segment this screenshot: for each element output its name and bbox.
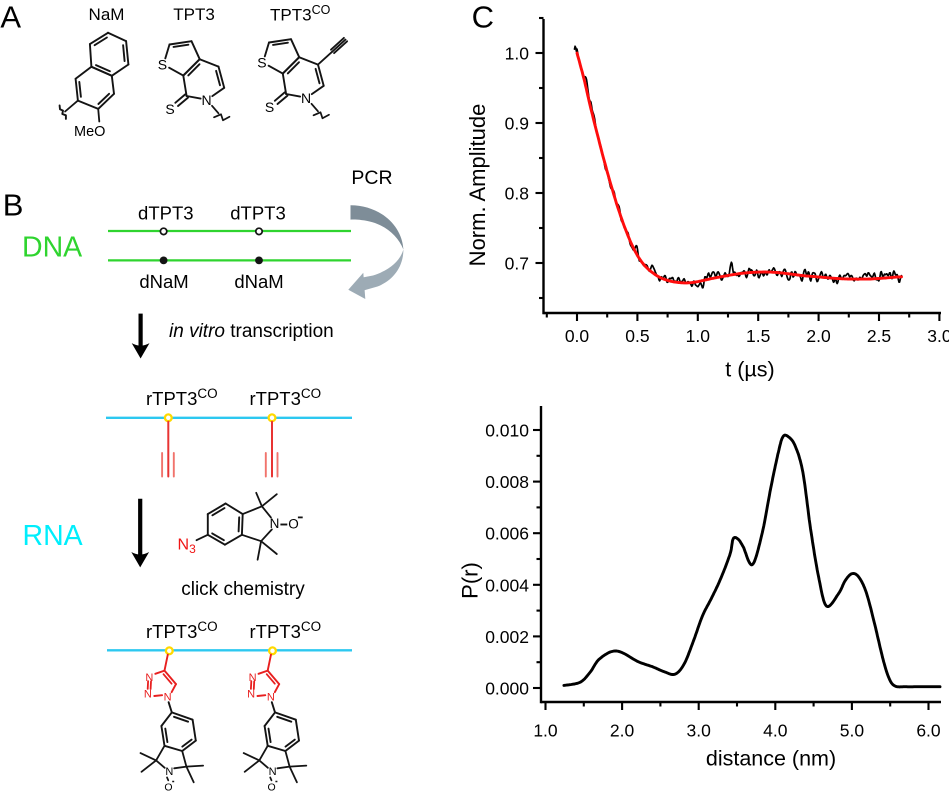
svg-text:N: N (270, 516, 280, 531)
svg-text:0.000: 0.000 (485, 679, 529, 699)
svg-text:S: S (257, 55, 266, 71)
svg-text:O: O (268, 781, 276, 793)
svg-text:N: N (267, 692, 275, 704)
svg-text:6.0: 6.0 (916, 721, 941, 741)
svg-text:0.002: 0.002 (485, 627, 529, 647)
svg-text:0.5: 0.5 (625, 326, 649, 346)
svg-text:S: S (158, 57, 167, 73)
svg-text:1.5: 1.5 (746, 326, 770, 346)
svg-text:4.0: 4.0 (763, 721, 788, 741)
svg-text:dNaM: dNaM (139, 271, 188, 292)
svg-text:dTPT3: dTPT3 (138, 203, 194, 224)
svg-text:dNaM: dNaM (234, 271, 283, 292)
svg-text:Norm. Amplitude: Norm. Amplitude (465, 104, 490, 267)
svg-text:TPT3: TPT3 (173, 5, 215, 24)
svg-text:0.0: 0.0 (565, 326, 590, 346)
svg-text:A: A (0, 0, 21, 35)
svg-text:t (µs): t (µs) (725, 358, 774, 382)
svg-text:B: B (3, 188, 24, 223)
svg-text:5.0: 5.0 (840, 721, 865, 741)
svg-text:N: N (247, 689, 255, 701)
svg-text:2.0: 2.0 (610, 721, 635, 741)
svg-text:2.0: 2.0 (806, 326, 831, 346)
svg-text:N: N (145, 672, 153, 684)
svg-text:S: S (165, 101, 174, 117)
svg-text:0.7: 0.7 (505, 254, 529, 274)
svg-text:MeO: MeO (74, 124, 105, 140)
svg-text:3.0: 3.0 (927, 326, 949, 346)
svg-text:S: S (265, 99, 274, 115)
svg-text:0.010: 0.010 (485, 421, 529, 441)
svg-text:click chemistry: click chemistry (181, 579, 305, 600)
svg-text:0.8: 0.8 (505, 184, 529, 204)
svg-text:PCR: PCR (351, 167, 392, 189)
svg-text:N: N (144, 689, 152, 701)
svg-text:0.004: 0.004 (485, 575, 529, 595)
svg-text:RNA: RNA (23, 520, 83, 552)
svg-text:0.9: 0.9 (505, 114, 529, 134)
svg-text:N: N (301, 90, 311, 106)
svg-text:0.008: 0.008 (485, 472, 529, 492)
svg-text:C: C (472, 0, 494, 35)
svg-text:dTPT3: dTPT3 (230, 203, 286, 224)
svg-text:0.006: 0.006 (485, 524, 529, 544)
svg-text:2.5: 2.5 (867, 326, 891, 346)
svg-text:N3: N3 (178, 537, 197, 557)
svg-text:N: N (269, 766, 277, 778)
svg-text:N: N (165, 766, 173, 778)
svg-text:P(r): P(r) (458, 562, 483, 599)
svg-text:N: N (164, 692, 172, 704)
svg-text:NaM: NaM (89, 5, 125, 24)
svg-text:O: O (288, 517, 299, 532)
svg-text:1.0: 1.0 (505, 44, 530, 64)
svg-text:O: O (164, 781, 172, 793)
svg-text:3.0: 3.0 (687, 721, 712, 741)
svg-text:distance (nm): distance (nm) (706, 747, 836, 771)
svg-text:in vitro transcription: in vitro transcription (169, 321, 334, 342)
svg-text:1.0: 1.0 (533, 721, 558, 741)
svg-text:N: N (201, 92, 211, 108)
svg-text:N: N (249, 672, 257, 684)
svg-text:DNA: DNA (22, 232, 82, 264)
svg-text:1.0: 1.0 (686, 326, 711, 346)
